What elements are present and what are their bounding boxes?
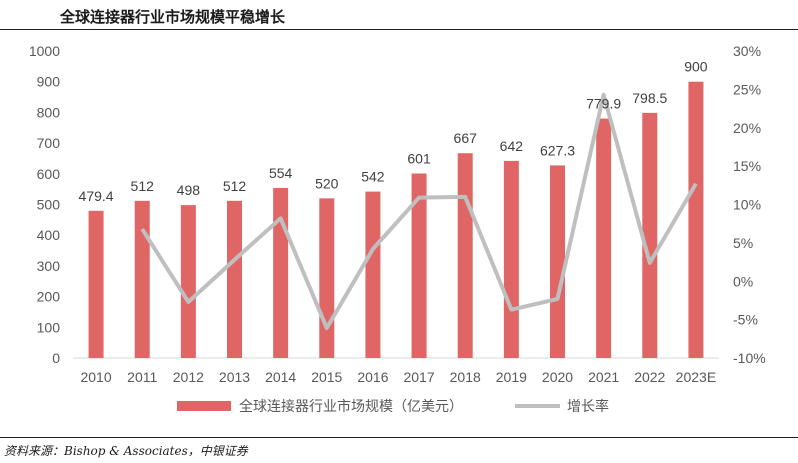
right-axis-ticks: -10% -5% 0% 5% 10% 15% 20% 25% 30%	[733, 43, 766, 366]
legend-label-bar: 全球连接器行业市场规模（亿美元）	[239, 398, 463, 415]
bar	[503, 160, 519, 358]
bar-value-label: 900	[684, 59, 708, 75]
right-tick-label: 15%	[733, 158, 761, 174]
right-tick-label: 5%	[733, 235, 753, 251]
growth-rate-line	[140, 92, 698, 331]
bar	[596, 118, 612, 358]
left-tick-label: 200	[37, 289, 61, 305]
bar	[134, 200, 150, 358]
left-axis-ticks: 0 100 200 300 400 500 600 700 800 900 1000	[29, 43, 60, 366]
x-tick-label: 2020	[542, 369, 573, 385]
bar-value-label: 779.9	[586, 96, 621, 112]
legend: 全球连接器行业市场规模（亿美元） 增长率	[177, 398, 609, 415]
bar	[550, 165, 565, 358]
bar	[273, 187, 289, 358]
bar	[688, 81, 704, 358]
left-tick-label: 900	[37, 74, 61, 90]
right-tick-label: -5%	[733, 312, 758, 328]
bar-value-label: 542	[361, 169, 385, 185]
right-tick-label: 20%	[733, 120, 761, 136]
bottom-rule	[0, 437, 798, 438]
source-note: 资料来源：Bishop & Associates，中银证券	[4, 444, 248, 458]
x-tick-label: 2015	[311, 369, 342, 385]
bar	[457, 153, 473, 358]
x-tick-label: 2023E	[676, 369, 716, 385]
left-tick-label: 0	[52, 350, 60, 366]
x-tick-label: 2013	[219, 369, 250, 385]
bar	[88, 210, 104, 358]
bar-value-label: 554	[269, 165, 293, 181]
bar-value-label: 642	[500, 138, 524, 154]
left-tick-label: 300	[37, 258, 61, 274]
right-tick-label: 25%	[733, 81, 761, 97]
bar-value-label: 498	[177, 182, 201, 198]
x-tick-label: 2014	[265, 369, 296, 385]
left-tick-label: 600	[37, 166, 61, 182]
left-tick-label: 1000	[29, 43, 60, 59]
bar	[319, 198, 335, 358]
bar-value-label: 667	[454, 130, 478, 146]
x-tick-label: 2019	[496, 369, 527, 385]
x-tick-label: 2022	[634, 369, 665, 385]
page-title: 全球连接器行业市场规模平稳增长	[60, 8, 286, 26]
bar-value-label: 520	[315, 175, 339, 191]
right-tick-label: 30%	[733, 43, 761, 59]
left-tick-label: 100	[37, 319, 61, 335]
top-rule	[0, 29, 798, 30]
bar	[642, 112, 658, 358]
x-tick-label: 2011	[127, 369, 157, 385]
left-tick-label: 800	[37, 104, 61, 120]
x-tick-label: 2010	[80, 369, 111, 385]
x-tick-label: 2018	[450, 369, 481, 385]
right-tick-label: 10%	[733, 197, 761, 213]
left-tick-label: 700	[37, 135, 61, 151]
x-tick-label: 2017	[403, 369, 434, 385]
x-tick-label: 2016	[357, 369, 388, 385]
legend-swatch-bar	[177, 401, 231, 411]
bar	[180, 205, 196, 358]
left-tick-label: 400	[37, 227, 61, 243]
bar-value-label: 512	[223, 178, 247, 194]
bar-value-label: 627.3	[540, 142, 575, 158]
bar	[227, 200, 242, 358]
bar-value-label: 512	[131, 178, 155, 194]
right-tick-label: -10%	[733, 350, 766, 366]
right-tick-label: 0%	[733, 273, 753, 289]
bar-value-label: 798.5	[632, 90, 667, 106]
bar-data-labels: 479.4 512 498 512 554 520 542 601 667 642 627.3 779…	[79, 59, 708, 204]
bar	[365, 191, 381, 358]
x-axis-ticks: 2010 2011 2012 2013 2014 2015 2016 2017 2018 2019…	[80, 369, 716, 385]
x-tick-label: 2012	[173, 369, 204, 385]
bar-value-label: 479.4	[79, 188, 114, 204]
x-tick-label: 2021	[588, 369, 619, 385]
left-tick-label: 500	[37, 197, 61, 213]
bar-value-label: 601	[407, 150, 431, 166]
legend-label-line: 增长率	[567, 398, 609, 415]
bar	[411, 173, 427, 358]
